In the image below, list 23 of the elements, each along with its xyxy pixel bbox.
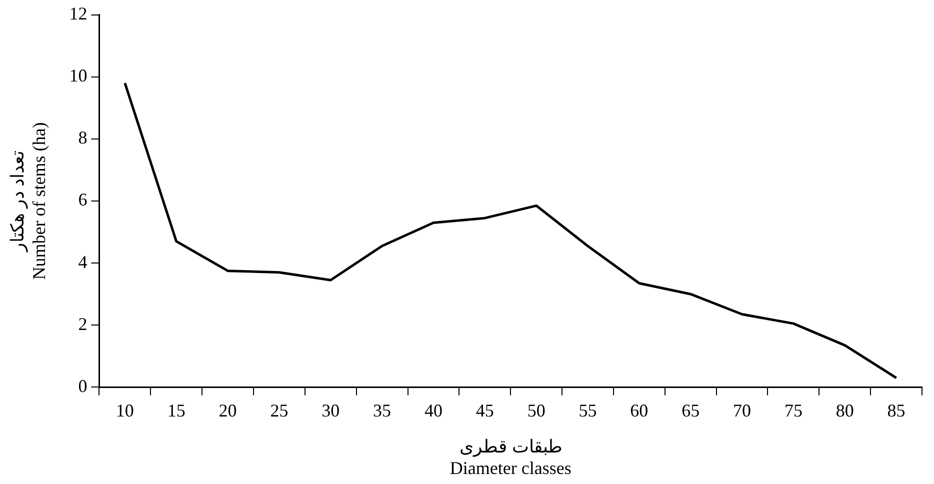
y-tick-label: 0 [78, 376, 88, 396]
x-tick-label: 50 [527, 400, 546, 421]
y-tick-label: 10 [69, 66, 88, 86]
y-tick-label: 2 [78, 314, 88, 334]
y-tick-label: 6 [78, 190, 88, 210]
x-tick-label: 55 [578, 400, 597, 421]
x-tick-label: 40 [424, 400, 442, 421]
y-tick-label: 4 [78, 252, 88, 272]
y-tick-label: 8 [78, 128, 88, 148]
x-tick-label: 85 [887, 400, 906, 421]
x-tick-label: 70 [733, 400, 752, 421]
x-tick-label: 75 [784, 400, 802, 421]
x-tick-label: 35 [373, 400, 392, 421]
x-tick-label: 20 [218, 400, 237, 421]
x-tick-label: 45 [476, 400, 494, 421]
x-tick-label: 65 [682, 400, 700, 421]
x-tick-label: 80 [836, 400, 854, 421]
x-tick-label: 15 [167, 400, 186, 421]
y-tick-label: 12 [69, 4, 88, 24]
x-tick-label: 60 [630, 400, 648, 421]
x-tick-label: 25 [270, 400, 288, 421]
x-tick-label: 30 [322, 400, 340, 421]
x-tick-label: 10 [116, 400, 134, 421]
